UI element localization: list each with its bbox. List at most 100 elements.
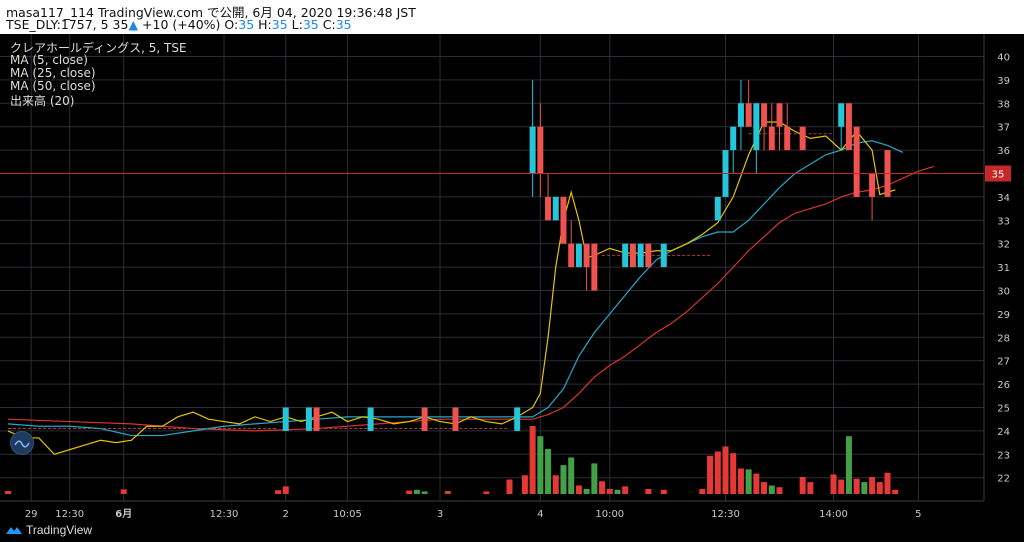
candle-body <box>768 126 775 151</box>
legend-ma50[interactable]: MA (50, close) <box>10 79 96 93</box>
chart-panel[interactable]: 2223242526272829303132333435363738394029… <box>0 34 1024 524</box>
x-tick-label: 10:05 <box>333 509 362 520</box>
x-tick-label: 29 <box>25 509 38 520</box>
ma25-line <box>7 140 904 437</box>
y-tick-label: 23 <box>997 450 1010 461</box>
low-label: L: <box>291 17 303 32</box>
candle-body <box>421 407 428 431</box>
volume-bar <box>568 457 575 494</box>
volume-bar <box>730 453 737 494</box>
legend-ma5[interactable]: MA (5, close) <box>10 53 88 67</box>
volume-bar <box>722 446 729 494</box>
candle-body <box>660 243 667 268</box>
volume-bar <box>120 489 127 494</box>
candle-body <box>529 126 536 174</box>
scroll-to-realtime-button[interactable] <box>10 431 34 455</box>
volume-bar <box>645 488 652 494</box>
volume-bar <box>707 455 714 494</box>
volume-bar <box>275 490 282 494</box>
candle-body <box>853 126 860 197</box>
volume-bar <box>606 488 613 494</box>
volume-bar <box>444 491 451 494</box>
volume-bar <box>506 479 513 494</box>
candle-body <box>637 243 644 268</box>
price-chart[interactable]: 2223242526272829303132333435363738394029… <box>0 34 1024 524</box>
legend-ma25[interactable]: MA (25, close) <box>10 66 96 80</box>
legend-volume[interactable]: 出来高 (20) <box>10 94 75 108</box>
volume-bar <box>761 482 768 494</box>
x-tick-label: 4 <box>537 509 543 520</box>
volume-bar <box>876 482 883 494</box>
volume-bar <box>776 487 783 494</box>
volume-bar <box>753 473 760 494</box>
volume-bar <box>406 490 413 494</box>
volume-bar <box>413 489 420 494</box>
volume-bar <box>552 475 559 494</box>
candle-body <box>575 243 582 268</box>
candle-body <box>367 407 374 431</box>
y-tick-label: 25 <box>997 404 1010 415</box>
open-label: O: <box>224 17 239 32</box>
candle-body <box>452 407 459 431</box>
open-value: 35 <box>238 17 255 32</box>
volume-bar <box>892 489 899 494</box>
volume-bar <box>660 489 667 494</box>
candle-body <box>537 126 544 174</box>
volume-bar <box>537 436 544 494</box>
x-tick-label: 5 <box>915 509 921 520</box>
y-tick-label: 38 <box>997 99 1010 110</box>
candle-body <box>545 196 552 221</box>
volume-bar <box>545 448 552 494</box>
candle-body <box>313 407 320 431</box>
publish-info: masa117_114 TradingView.com で公開, 6月 04, … <box>6 5 416 20</box>
x-tick-label: 6月 <box>115 508 132 520</box>
volume-bar <box>583 488 590 494</box>
y-tick-label: 24 <box>997 427 1010 438</box>
tradingview-logo-icon <box>6 527 22 534</box>
last-price-tag-label: 35 <box>992 170 1005 181</box>
tradingview-brand[interactable]: TradingView <box>6 523 92 537</box>
candle-body <box>591 243 598 291</box>
volume-bar <box>714 451 721 494</box>
volume-bar <box>591 463 598 494</box>
y-tick-label: 30 <box>997 287 1010 298</box>
chart-background <box>0 34 1024 524</box>
candle-body <box>838 103 845 127</box>
volume-bar <box>282 486 289 494</box>
volume-bar <box>869 477 876 494</box>
volume-bar <box>5 491 11 494</box>
volume-bar <box>799 477 806 494</box>
legend-title: クレアホールディングス, 5, TSE <box>10 41 187 55</box>
volume-bar <box>599 481 606 494</box>
y-tick-label: 27 <box>997 357 1010 368</box>
y-tick-label: 32 <box>997 240 1010 251</box>
up-arrow-icon: ▲ <box>128 17 139 32</box>
candle-body <box>784 126 791 151</box>
volume-bar <box>521 475 528 494</box>
candle-body <box>845 103 852 151</box>
volume-bar <box>845 436 852 494</box>
brand-label: TradingView <box>26 523 93 537</box>
candle-body <box>560 196 567 244</box>
symbol-label: TSE_DLY:1757, 5 <box>6 17 109 32</box>
last-price: 35 <box>112 17 129 32</box>
candle-body <box>730 126 737 151</box>
y-tick-label: 22 <box>997 474 1010 485</box>
candle-body <box>629 243 636 268</box>
x-tick-label: 3 <box>437 509 443 520</box>
y-tick-label: 34 <box>997 193 1010 204</box>
high-label: H: <box>258 17 272 32</box>
candle-body <box>568 243 575 268</box>
candle-body <box>552 196 559 221</box>
volume-bar <box>529 426 536 494</box>
volume-bar <box>884 472 891 494</box>
y-tick-label: 28 <box>997 333 1010 344</box>
candle-body <box>753 103 760 151</box>
candle-body <box>737 103 744 127</box>
y-tick-label: 39 <box>997 76 1010 87</box>
candle-body <box>869 173 876 197</box>
y-tick-label: 31 <box>997 263 1010 274</box>
x-tick-label: 2 <box>283 509 289 520</box>
x-tick-label: 10:00 <box>595 509 624 520</box>
volume-bar <box>861 482 868 494</box>
